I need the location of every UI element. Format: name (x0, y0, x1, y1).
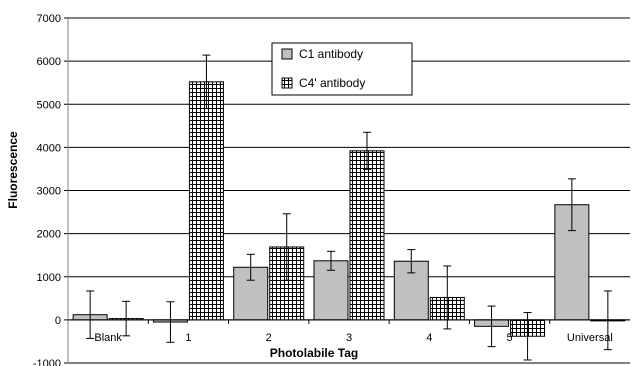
y-tick-label: 1000 (37, 272, 61, 284)
legend-label-c4: C4' antibody (299, 76, 365, 90)
y-tick-label: 0 (55, 315, 61, 327)
x-tick-label: Blank (94, 332, 122, 344)
x-tick-label: 4 (426, 332, 432, 344)
y-tick-label: 3000 (37, 186, 61, 198)
x-axis-title: Photolabile Tag (270, 346, 358, 360)
legend-label-c1: C1 antibody (299, 47, 363, 61)
y-tick-label: 4000 (37, 142, 61, 154)
y-tick-label: 7000 (37, 13, 61, 25)
x-tick-label: 2 (266, 332, 272, 344)
bar-c4 (188, 81, 224, 321)
x-tick-label: 3 (346, 332, 352, 344)
x-axis-ticks: Blank 1 2 3 4 5 Universal (94, 319, 613, 344)
y-tick-label: 5000 (37, 99, 61, 111)
legend-swatch-c4 (281, 77, 293, 89)
x-tick-label: 1 (185, 332, 191, 344)
x-tick-label: 5 (507, 332, 513, 344)
error-bars (86, 54, 612, 361)
legend-swatch-c1 (281, 48, 293, 60)
y-axis-ticks: -1000 0 1000 2000 3000 4000 5000 6000 7000 (33, 13, 68, 366)
y-tick-label: -1000 (33, 358, 61, 366)
y-axis-title: Fluorescence (6, 131, 20, 209)
x-tick-label: Universal (567, 332, 613, 344)
bars (72, 81, 626, 337)
legend: C1 antibody C4' antibody (271, 42, 413, 96)
legend-box (271, 42, 413, 96)
y-tick-label: 6000 (37, 56, 61, 68)
bar-c4 (349, 150, 385, 321)
y-tick-label: 2000 (37, 229, 61, 241)
